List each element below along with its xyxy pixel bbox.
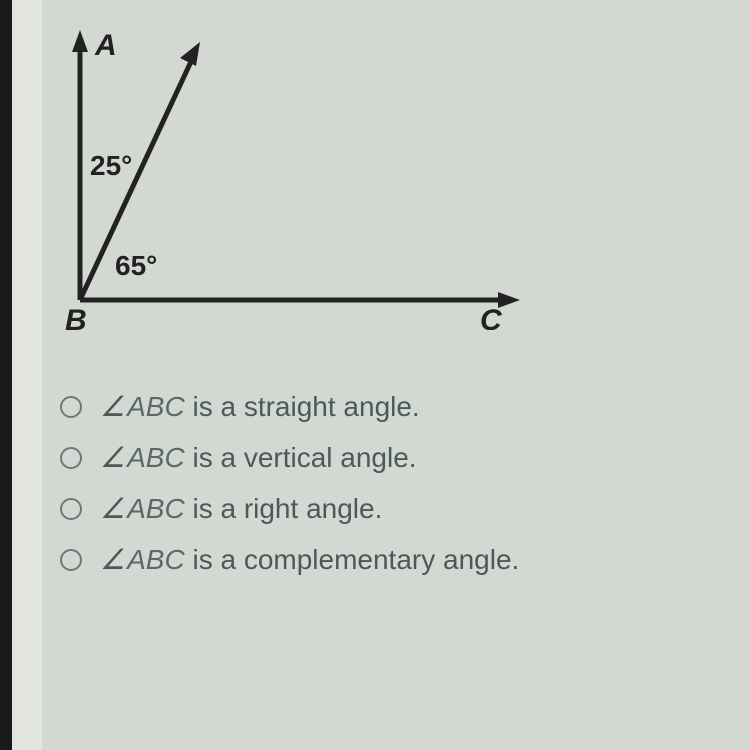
option-4[interactable]: ∠ABC is a complementary angle. [60, 543, 700, 576]
angle-symbol: ∠ [100, 493, 125, 524]
radio-icon [60, 549, 82, 571]
option-text: ∠ABC is a straight angle. [100, 390, 420, 423]
option-desc: is a right angle. [185, 493, 383, 524]
option-text: ∠ABC is a complementary angle. [100, 543, 519, 576]
option-desc: is a straight angle. [185, 391, 420, 422]
radio-icon [60, 447, 82, 469]
radio-icon [60, 396, 82, 418]
point-a-label: A [94, 29, 117, 62]
answer-options: ∠ABC is a straight angle. ∠ABC is a vert… [60, 390, 700, 594]
option-text: ∠ABC is a vertical angle. [100, 441, 417, 474]
point-b-label: B [65, 304, 87, 330]
angle-name: ABC [127, 493, 185, 524]
option-text: ∠ABC is a right angle. [100, 492, 382, 525]
arrow-middle [180, 42, 200, 66]
option-desc: is a vertical angle. [185, 442, 417, 473]
screen-edge [0, 0, 12, 750]
angle-symbol: ∠ [100, 442, 125, 473]
highlight-strip [12, 0, 42, 750]
angle-symbol: ∠ [100, 544, 125, 575]
option-2[interactable]: ∠ABC is a vertical angle. [60, 441, 700, 474]
angle-name: ABC [127, 442, 185, 473]
angle-name: ABC [127, 391, 185, 422]
option-desc: is a complementary angle. [185, 544, 520, 575]
angle-symbol: ∠ [100, 391, 125, 422]
angle-65-label: 65° [115, 250, 157, 281]
arrow-a [72, 30, 88, 52]
radio-icon [60, 498, 82, 520]
option-3[interactable]: ∠ABC is a right angle. [60, 492, 700, 525]
angle-name: ABC [127, 544, 185, 575]
option-1[interactable]: ∠ABC is a straight angle. [60, 390, 700, 423]
angle-25-label: 25° [90, 150, 132, 181]
point-c-label: C [480, 304, 503, 330]
diagram-svg: A B C 25° 65° [50, 20, 550, 330]
angle-diagram: A B C 25° 65° [50, 20, 550, 330]
